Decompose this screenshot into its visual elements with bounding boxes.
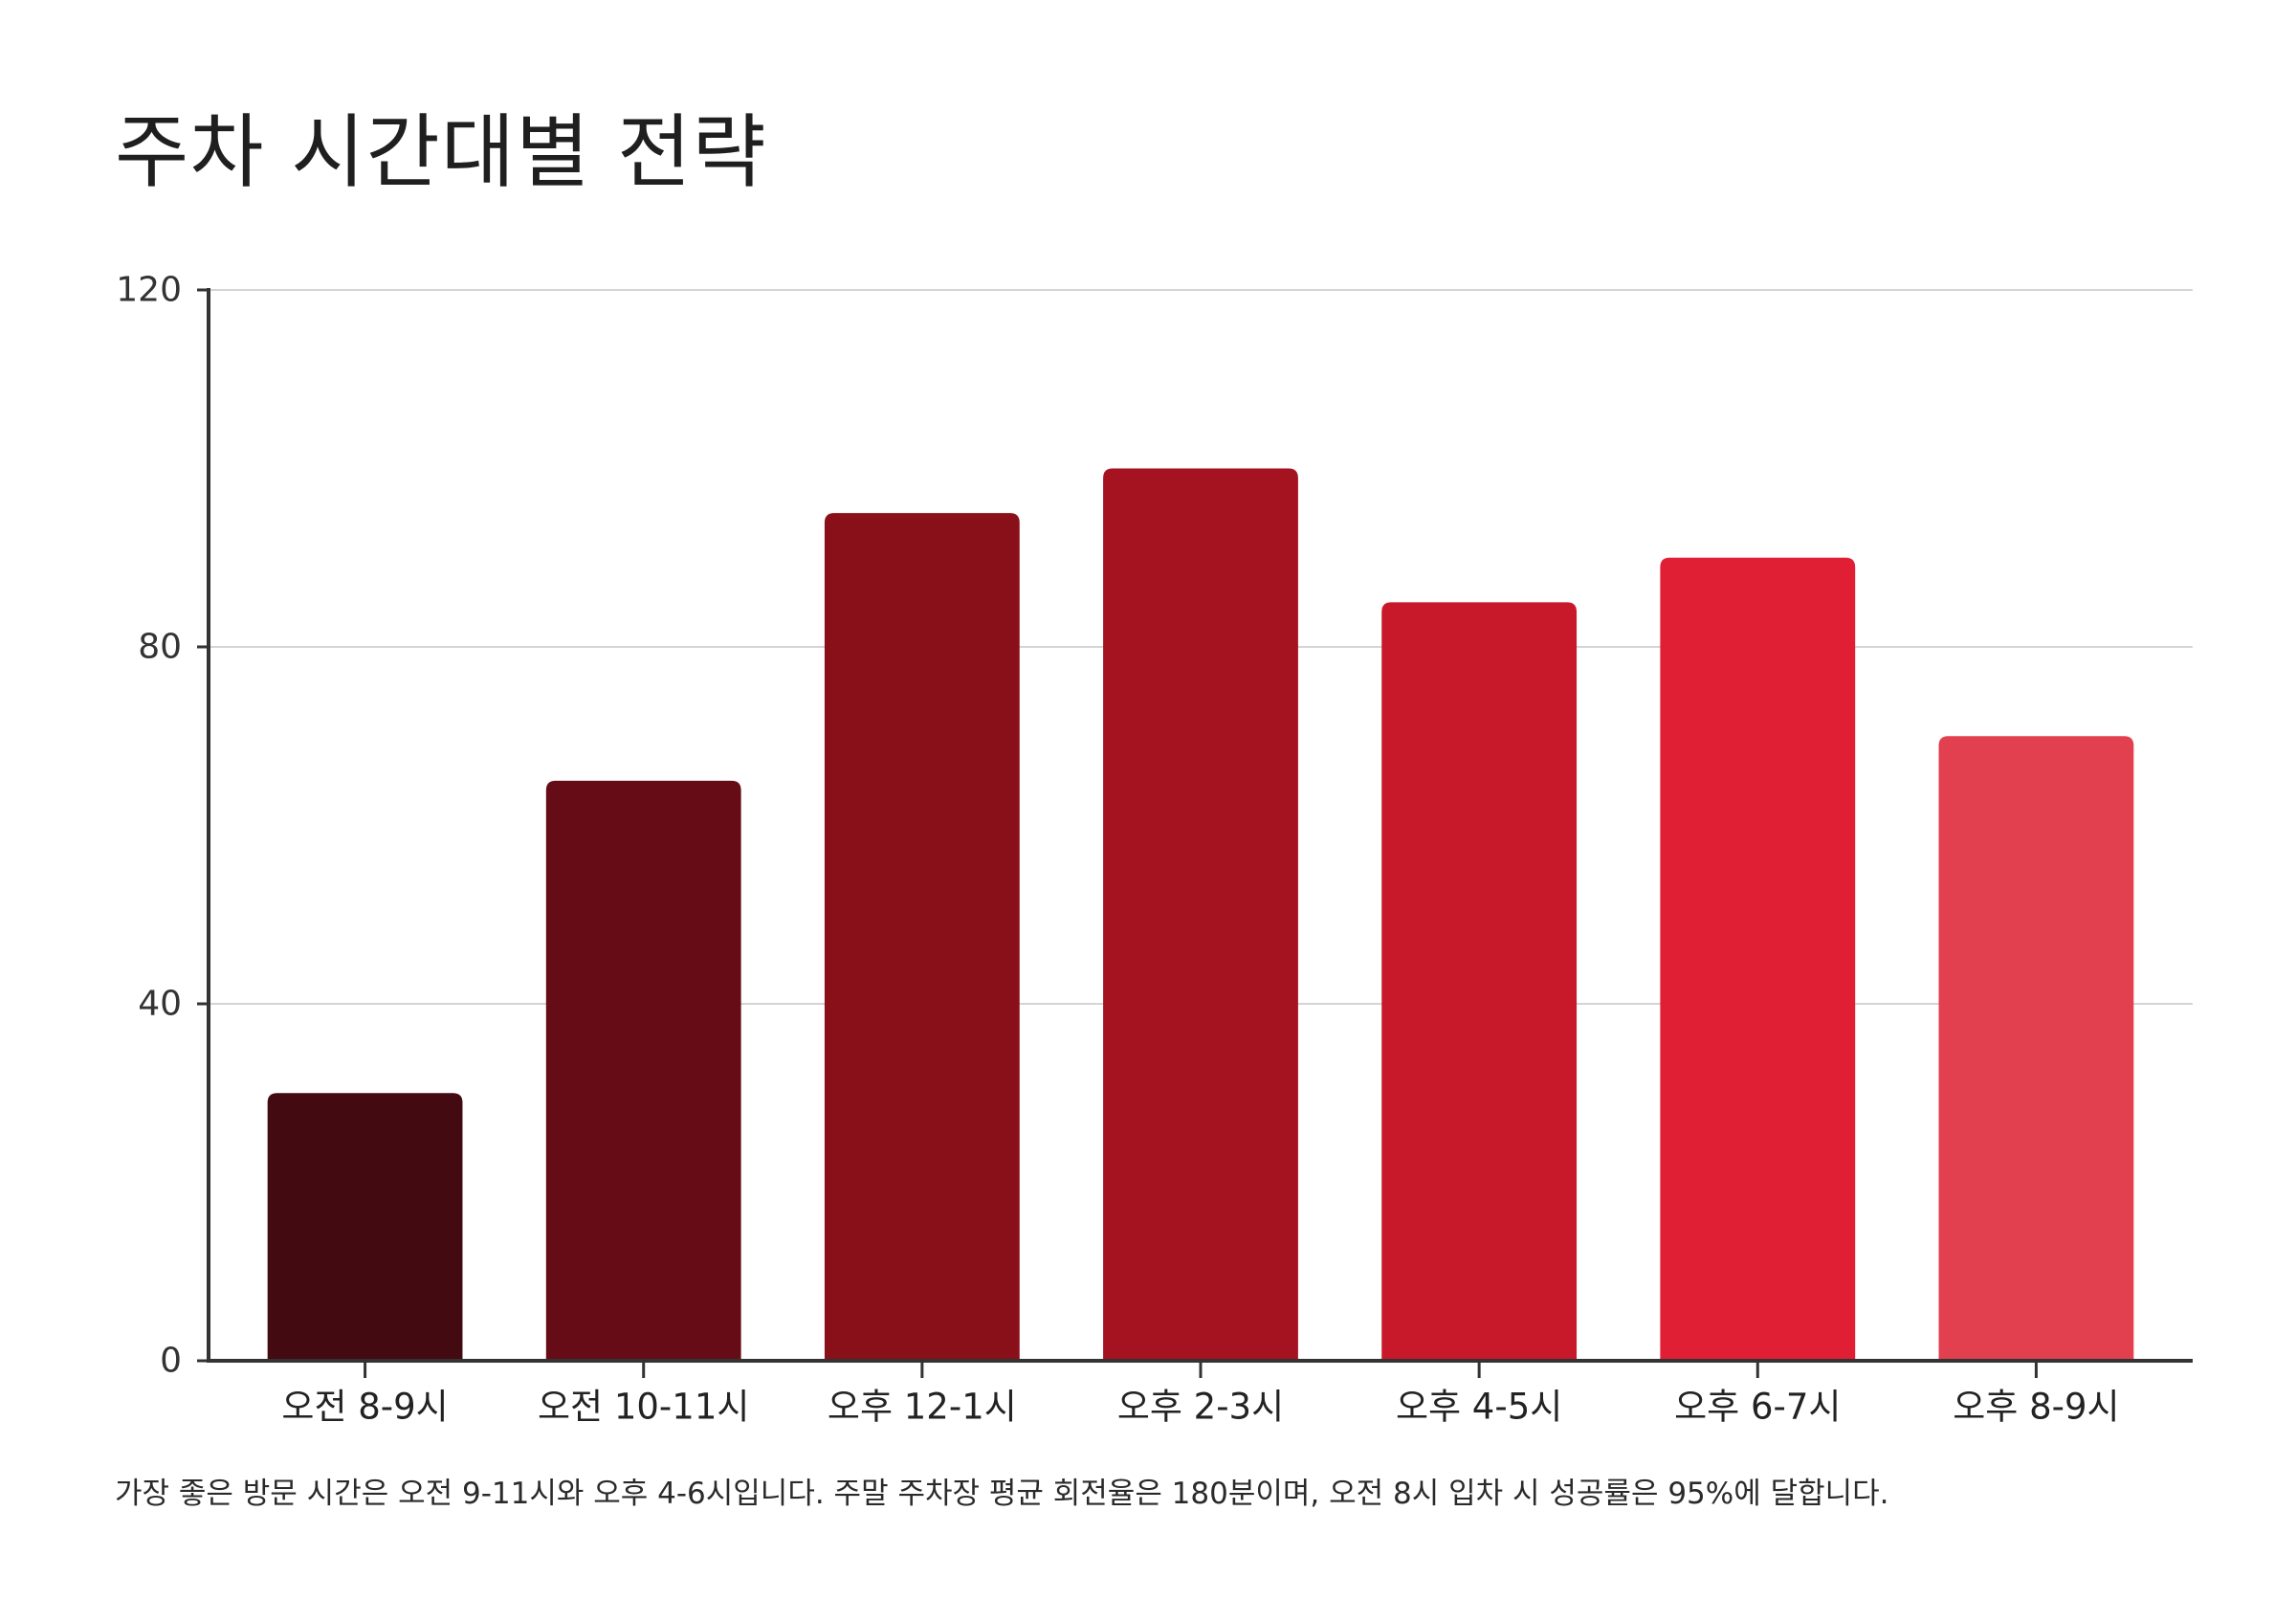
- bar: [1381, 602, 1578, 1361]
- bar: [824, 513, 1020, 1361]
- bar: [1103, 468, 1298, 1361]
- bars: [267, 468, 2134, 1361]
- x-tick-label: 오전 10-11시: [538, 1387, 749, 1428]
- x-tick-label: 오후 8-9시: [1953, 1387, 2119, 1428]
- chart-title: 주차 시간대별 전략: [115, 105, 767, 199]
- bar: [267, 1093, 463, 1361]
- x-tick-label: 오후 12-1시: [828, 1387, 1017, 1428]
- y-tick-label: 40: [138, 985, 182, 1024]
- axes: [197, 288, 2193, 1378]
- bar: [1938, 736, 2134, 1361]
- x-tick-label: 오후 2-3시: [1117, 1387, 1284, 1428]
- x-tick-label: 오후 4-5시: [1396, 1387, 1562, 1428]
- y-tick-label: 80: [138, 628, 182, 667]
- axis-labels: 0 40 80 120 오전 8-9시 오전 10-11시 오후 12-1시 오후 2-3시 오…: [116, 271, 2119, 1428]
- y-tick-label: 0: [160, 1342, 182, 1381]
- x-tick-label: 오전 8-9시: [281, 1387, 448, 1428]
- chart-caption: 가장 좋은 방문 시간은 오전 9-11시와 오후 4-6시입니다. 주말 주차…: [115, 1477, 1889, 1511]
- bar: [1660, 557, 1856, 1361]
- y-tick-label: 120: [116, 271, 182, 310]
- bar: [545, 780, 741, 1361]
- x-tick-label: 오후 6-7시: [1674, 1387, 1841, 1428]
